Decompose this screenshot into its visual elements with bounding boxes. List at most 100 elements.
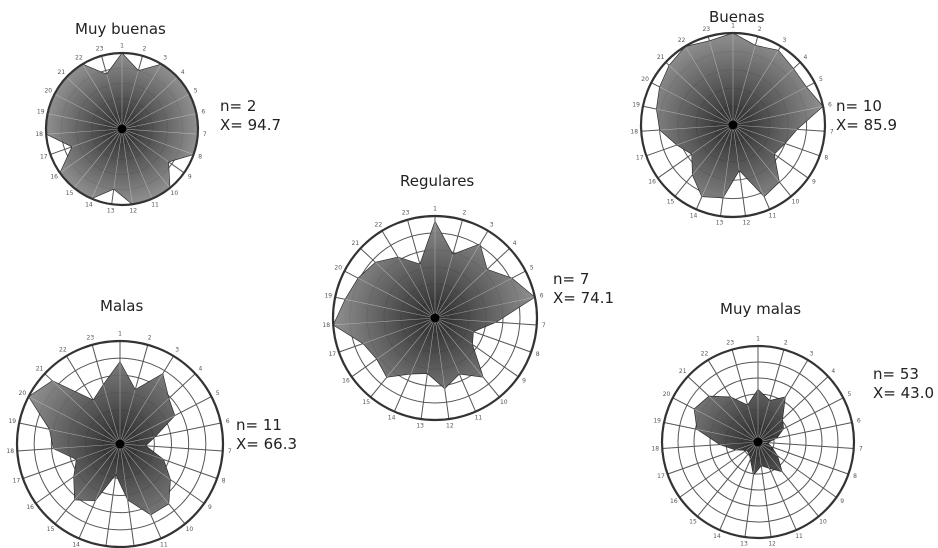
radar-inner-spoke bbox=[92, 399, 121, 445]
panel-stats: n= 53 X= 43.0 bbox=[873, 365, 934, 403]
radar-center bbox=[430, 313, 440, 323]
axis-tick-label: 1 bbox=[731, 23, 735, 30]
radar-inner-spoke bbox=[121, 113, 197, 130]
axis-tick-label: 2 bbox=[462, 210, 466, 217]
radar-inner-spoke bbox=[113, 128, 123, 190]
axis-tick-label: 11 bbox=[769, 212, 777, 219]
radar-inner-spoke bbox=[434, 317, 446, 389]
radar-inner-spoke bbox=[397, 256, 436, 319]
radar-spoke bbox=[697, 441, 759, 517]
mean-value: X= 74.1 bbox=[553, 289, 615, 307]
radar-inner-spoke bbox=[434, 243, 481, 319]
radar-center bbox=[728, 120, 738, 130]
radar-inner-spoke bbox=[119, 436, 156, 445]
panel-stats: n= 11 X= 66.3 bbox=[236, 416, 297, 454]
axis-tick-label: 4 bbox=[513, 240, 517, 247]
axis-tick-label: 8 bbox=[198, 153, 202, 160]
radar-inner-spoke bbox=[357, 277, 436, 319]
radar-inner-spoke bbox=[692, 124, 734, 176]
axis-tick-label: 19 bbox=[37, 109, 45, 116]
axis-tick-label: 19 bbox=[632, 101, 640, 108]
axis-tick-label: 18 bbox=[322, 322, 330, 329]
panel-title: Malas bbox=[100, 297, 144, 315]
radar-inner-spoke bbox=[46, 128, 123, 135]
n-value: n= 2 bbox=[220, 97, 257, 115]
radar-inner-spoke bbox=[119, 443, 169, 505]
radar-inner-spoke bbox=[732, 68, 794, 126]
radar-inner-spoke bbox=[91, 128, 123, 199]
radar-inner-spoke bbox=[362, 317, 436, 344]
radar-center bbox=[117, 124, 127, 134]
radar-inner-spoke bbox=[386, 317, 436, 378]
radar-inner-spoke bbox=[76, 443, 121, 460]
axis-tick-label: 18 bbox=[630, 128, 638, 135]
radar-inner-spoke bbox=[434, 269, 488, 319]
radar-inner-spoke bbox=[121, 70, 139, 130]
axis-tick-label: 16 bbox=[26, 504, 34, 511]
radar-center bbox=[753, 437, 763, 447]
axis-tick-label: 9 bbox=[188, 173, 192, 180]
panel-title: Muy buenas bbox=[75, 20, 166, 38]
radar-inner-spoke bbox=[708, 395, 759, 443]
radar-inner-spoke bbox=[73, 443, 121, 477]
axis-tick-label: 20 bbox=[641, 76, 649, 83]
axis-tick-label: 2 bbox=[148, 335, 152, 342]
radar-inner-spoke bbox=[119, 415, 176, 445]
axis-tick-label: 10 bbox=[819, 518, 827, 525]
axis-tick-label: 23 bbox=[87, 335, 95, 342]
axis-tick-label: 11 bbox=[160, 541, 168, 548]
radar-inner-spoke bbox=[753, 441, 759, 476]
axis-tick-label: 17 bbox=[328, 351, 336, 358]
radar-inner-spoke bbox=[757, 441, 770, 469]
axis-tick-label: 22 bbox=[678, 37, 686, 44]
axis-tick-label: 7 bbox=[830, 128, 834, 135]
axis-tick-label: 11 bbox=[475, 414, 483, 421]
radar-inner-spoke bbox=[434, 254, 454, 319]
axis-tick-label: 2 bbox=[784, 339, 788, 346]
axis-tick-label: 1 bbox=[433, 206, 437, 213]
axis-tick-label: 10 bbox=[792, 198, 800, 205]
radar-inner-spoke bbox=[691, 124, 734, 155]
axis-tick-label: 23 bbox=[402, 210, 410, 217]
axis-tick-label: 16 bbox=[50, 173, 58, 180]
axis-tick-label: 6 bbox=[201, 109, 205, 116]
axis-tick-label: 17 bbox=[657, 473, 665, 480]
axis-tick-label: 3 bbox=[783, 37, 787, 44]
radar-inner-spoke bbox=[333, 317, 436, 326]
radar-inner-spoke bbox=[732, 124, 780, 183]
radar-inner-spoke bbox=[119, 443, 171, 480]
radar-inner-spoke bbox=[732, 86, 807, 126]
axis-tick-label: 5 bbox=[530, 264, 534, 271]
radar-inner-spoke bbox=[53, 443, 121, 449]
radar-inner-spoke bbox=[376, 317, 436, 360]
axis-tick-label: 18 bbox=[6, 448, 14, 455]
axis-tick-label: 5 bbox=[819, 76, 823, 83]
radar-inner-spoke bbox=[732, 124, 765, 197]
radar-inner-spoke bbox=[722, 124, 734, 198]
axis-tick-label: 14 bbox=[690, 212, 698, 219]
radar-inner-spoke bbox=[121, 128, 169, 163]
radar-inner-spoke bbox=[106, 74, 123, 130]
panel-stats: n= 7 X= 74.1 bbox=[553, 270, 614, 308]
axis-tick-label: 10 bbox=[500, 399, 508, 406]
axis-tick-label: 14 bbox=[388, 414, 396, 421]
radar-inner-spoke bbox=[757, 400, 770, 443]
radar-inner-spoke bbox=[49, 429, 121, 445]
axis-tick-label: 13 bbox=[416, 422, 424, 429]
radar-outer-ring bbox=[639, 31, 827, 219]
axis-tick-label: 9 bbox=[812, 179, 816, 186]
axis-tick-label: 3 bbox=[810, 350, 814, 357]
radar-inner-spoke bbox=[74, 443, 121, 501]
axis-tick-label: 18 bbox=[35, 131, 43, 138]
radar-inner-spoke bbox=[668, 65, 734, 126]
axis-tick-label: 18 bbox=[651, 446, 659, 453]
radar-inner-spoke bbox=[119, 389, 136, 445]
radar-inner-spoke bbox=[121, 63, 162, 130]
radar-center bbox=[115, 439, 125, 449]
axis-tick-label: 15 bbox=[667, 198, 675, 205]
axis-tick-label: 11 bbox=[795, 533, 803, 540]
radar-inner-spoke bbox=[71, 128, 123, 148]
